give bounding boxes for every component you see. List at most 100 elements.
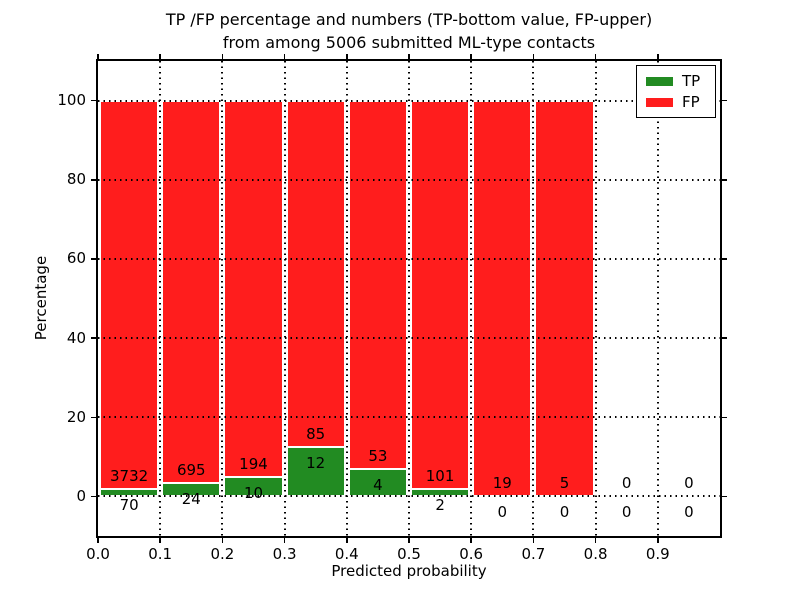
annotations-layer: 3732 70 695 24 194 10 85 12 53 4 101 2 19 0 5 0 0 0 0 0 bbox=[98, 61, 720, 536]
tp-count-label: 70 bbox=[119, 496, 139, 515]
x-tick-label: 0.8 bbox=[583, 545, 608, 563]
x-tick-mark bbox=[532, 538, 535, 543]
chart-title-line2: from among 5006 submitted ML-type contac… bbox=[222, 33, 596, 53]
tp-count-label: 10 bbox=[243, 484, 264, 503]
y-tick-mark bbox=[91, 258, 96, 260]
y-tick-mark bbox=[91, 179, 96, 181]
vertical-gridline bbox=[470, 61, 473, 536]
fp-bar-segment bbox=[473, 100, 532, 497]
tp-count-label: 0 bbox=[497, 503, 508, 522]
legend-entry-tp: TP bbox=[646, 71, 715, 92]
x-tick-mark-top bbox=[283, 54, 286, 59]
y-tick-mark bbox=[91, 495, 96, 498]
x-tick-mark-top bbox=[346, 54, 348, 59]
x-tick-mark bbox=[594, 538, 597, 543]
fp-bar-segment bbox=[100, 100, 159, 490]
x-tick-label: 0.6 bbox=[459, 545, 484, 563]
grid-layer bbox=[98, 61, 720, 536]
y-tick-mark-right bbox=[722, 416, 727, 418]
vertical-gridline bbox=[656, 61, 659, 536]
y-tick-mark bbox=[91, 416, 96, 418]
fp-count-label: 85 bbox=[306, 425, 326, 444]
y-tick-label: 80 bbox=[66, 170, 86, 189]
x-tick-mark-top bbox=[408, 54, 410, 59]
y-axis-label: Percentage bbox=[32, 255, 50, 341]
tp-count-label: 0 bbox=[684, 503, 694, 522]
x-tick-mark bbox=[159, 538, 161, 543]
fp-count-label: 3732 bbox=[110, 467, 149, 486]
x-tick-label: 0.3 bbox=[272, 545, 297, 563]
y-tick-mark bbox=[91, 337, 96, 339]
fp-bar-segment bbox=[535, 100, 594, 497]
x-tick-mark bbox=[346, 538, 348, 543]
vertical-gridline bbox=[532, 61, 535, 536]
fp-count-label: 101 bbox=[425, 466, 455, 485]
x-tick-mark-top bbox=[657, 54, 659, 59]
y-tick-mark-right bbox=[722, 258, 727, 260]
x-tick-mark-top bbox=[97, 54, 99, 59]
y-tick-label: 20 bbox=[66, 407, 86, 426]
x-tick-mark-top bbox=[594, 54, 597, 59]
vertical-gridline bbox=[345, 61, 348, 536]
legend-label-tp: TP bbox=[682, 72, 701, 90]
y-tick-mark-right bbox=[722, 179, 727, 181]
legend-label-fp: FP bbox=[682, 93, 700, 111]
y-tick-mark-right bbox=[722, 495, 727, 498]
tp-count-label: 24 bbox=[181, 490, 201, 509]
y-tick-mark-right bbox=[722, 337, 727, 339]
bars-layer bbox=[98, 61, 720, 536]
legend-entry-fp: FP bbox=[646, 92, 715, 113]
x-tick-label: 0.4 bbox=[334, 545, 359, 563]
x-tick-mark bbox=[470, 538, 472, 543]
x-tick-label: 0.0 bbox=[86, 545, 110, 563]
x-tick-label: 0.5 bbox=[397, 545, 421, 563]
y-tick-mark-right bbox=[722, 99, 727, 102]
x-tick-mark-top bbox=[532, 54, 535, 59]
x-tick-mark bbox=[283, 538, 286, 543]
x-tick-mark bbox=[408, 538, 410, 543]
tp-count-label: 4 bbox=[373, 475, 383, 494]
x-tick-mark-top bbox=[470, 54, 472, 59]
y-tick-label: 0 bbox=[76, 486, 86, 505]
chart-title: TP /FP percentage and numbers (TP-bottom… bbox=[98, 8, 720, 54]
y-tick-label: 100 bbox=[57, 91, 86, 110]
vertical-gridline bbox=[221, 61, 224, 536]
x-axis-label: Predicted probability bbox=[331, 562, 487, 580]
x-tick-mark-top bbox=[159, 54, 161, 59]
legend: TP FP bbox=[636, 65, 716, 118]
vertical-gridline bbox=[159, 61, 162, 536]
y-tick-mark bbox=[91, 99, 96, 102]
fp-count-label: 695 bbox=[176, 461, 206, 480]
fp-bar-segment bbox=[348, 100, 407, 469]
fp-color-swatch bbox=[646, 98, 673, 107]
y-tick-label: 60 bbox=[66, 249, 86, 268]
x-tick-label: 0.7 bbox=[521, 545, 546, 563]
tp-count-label: 0 bbox=[621, 503, 632, 522]
y-tick-label: 40 bbox=[66, 328, 86, 347]
fp-count-label: 5 bbox=[559, 474, 570, 493]
fp-bar-segment bbox=[162, 100, 221, 484]
fp-bar-segment bbox=[411, 100, 470, 489]
fp-count-label: 0 bbox=[684, 474, 694, 493]
vertical-gridline bbox=[408, 61, 410, 536]
plot-area: 3732 70 695 24 194 10 85 12 53 4 101 2 19 0 5 0 0 0 0 0 TP … bbox=[57, 54, 727, 563]
fp-count-label: 0 bbox=[621, 474, 632, 493]
vertical-gridline bbox=[283, 61, 286, 536]
fp-count-label: 53 bbox=[368, 446, 388, 465]
fp-bar-segment bbox=[286, 100, 345, 448]
x-tick-label: 0.9 bbox=[645, 545, 670, 563]
fp-count-label: 194 bbox=[239, 455, 268, 474]
fp-bar-segment bbox=[224, 100, 283, 478]
tp-color-swatch bbox=[646, 77, 673, 86]
tp-count-label: 2 bbox=[435, 495, 445, 514]
x-tick-label: 0.2 bbox=[210, 545, 235, 563]
x-tick-mark bbox=[657, 538, 659, 543]
x-tick-mark bbox=[221, 538, 224, 543]
chart-title-line1: TP /FP percentage and numbers (TP-bottom… bbox=[165, 10, 653, 29]
x-tick-mark bbox=[97, 538, 99, 543]
tp-count-label: 12 bbox=[306, 454, 326, 473]
vertical-gridline bbox=[594, 61, 597, 536]
fp-count-label: 19 bbox=[492, 474, 512, 493]
x-tick-mark-top bbox=[221, 54, 224, 59]
